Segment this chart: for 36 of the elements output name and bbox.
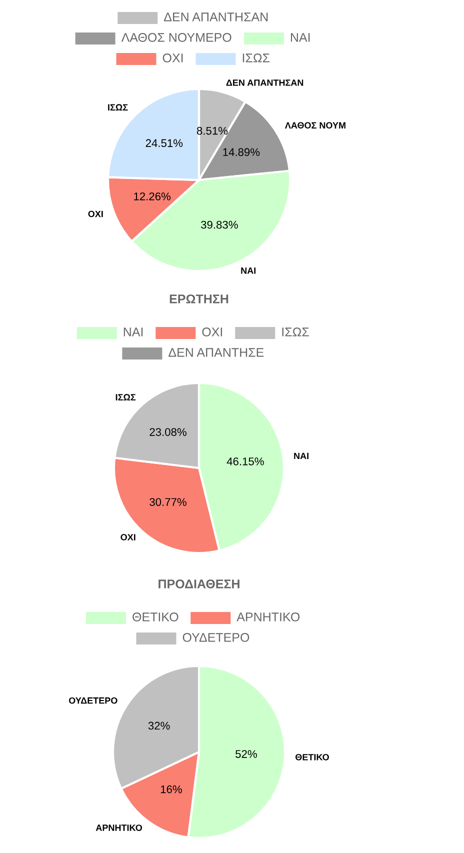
data-label: 24.51% (146, 139, 183, 148)
chart-title: ΠΡΟΔΙΑΘΕΣΗ (158, 580, 240, 588)
legend-label: ΛΑΘΟΣ ΝΟΥΜΕΡΟ (121, 33, 232, 42)
data-label: 46.15% (226, 457, 264, 466)
data-label: 12.26% (134, 192, 171, 200)
data-label: 52% (236, 750, 257, 758)
legend-label: ΔΕΝ ΑΠΑΝΤΗΣΕ (168, 348, 264, 357)
text: ΟΧΙ (88, 210, 103, 218)
text: ΙΣΩΣ (108, 104, 128, 110)
data-label: 39.83% (200, 220, 238, 229)
text: ΘΕΤΙΚΟ (296, 754, 329, 760)
data-label: 32% (148, 722, 170, 730)
legend-label: ΑΡΝΗΤΙΚΟ (236, 612, 300, 622)
legend-label: ΟΥΔΕΤΕΡΟ (182, 633, 250, 642)
data-label: 14.89% (223, 148, 260, 156)
data-label: 8.51% (196, 126, 228, 135)
text: ΟΧΙ (120, 534, 136, 540)
data-label: 30.77% (150, 498, 186, 506)
chart-title: ΕΡΩΤΗΣΗ (170, 294, 228, 304)
legend-label: ΘΕΤΙΚΟ (132, 612, 178, 622)
text: ΝΑΙ (294, 452, 308, 460)
legend-label: ΔΕΝ ΑΠΑΝΤΗΣΑΝ (164, 12, 268, 22)
legend-label: ΙΣΩΣ (242, 54, 270, 62)
text: ΛΑΘΟΣ ΝΟΥΜ (284, 122, 346, 129)
legend-label: ΙΣΩΣ (282, 328, 309, 336)
text: ΝΑΙ (241, 268, 256, 274)
data-label: 23.08% (150, 428, 186, 436)
text: ΔΕΝ ΑΠΑΝΤΗΣΑΝ (226, 80, 304, 86)
legend-label: ΝΑΙ (124, 328, 143, 336)
legend-label: ΟΧΙ (202, 328, 222, 336)
text: ΙΣΩΣ (116, 394, 136, 400)
data-label: 16% (160, 785, 182, 794)
legend-label: ΝΑΙ (290, 33, 310, 42)
text: ΑΡΝΗΤΙΚΟ (96, 824, 142, 831)
text: ΟΥΔΕΤΕΡΟ (68, 697, 118, 704)
legend-label: ΟΧΙ (162, 54, 183, 62)
